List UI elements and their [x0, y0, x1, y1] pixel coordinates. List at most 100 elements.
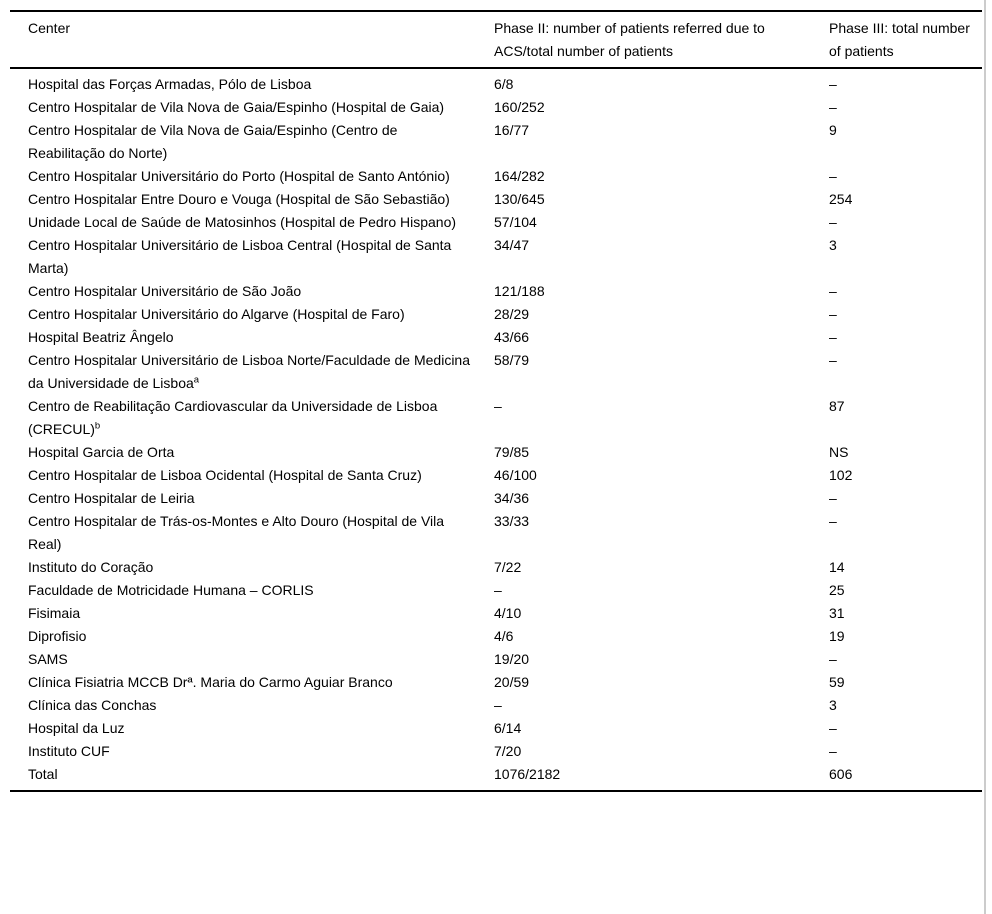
table-row: Centro Hospitalar de Lisboa Ocidental (H… [10, 464, 982, 487]
phase3-cell: 25 [829, 582, 845, 598]
table-row: Centro Hospitalar Universitário do Porto… [10, 165, 982, 188]
table-row: Fisimaia 4/10 31 [10, 602, 982, 625]
phase2-cell: 160/252 [494, 99, 545, 115]
header-row: Center Phase II: number of patients refe… [10, 11, 982, 68]
table-row: Total 1076/2182 606 [10, 763, 982, 791]
phase3-cell: – [829, 99, 837, 115]
table-row: Centro Hospitalar Universitário de Lisbo… [10, 234, 982, 280]
center-cell: Centro Hospitalar Universitário do Porto… [28, 168, 450, 184]
phase3-cell: 59 [829, 674, 845, 690]
center-cell: Centro Hospitalar Universitário de Lisbo… [28, 352, 471, 391]
table-row: Hospital Beatriz Ângelo 43/66 – [10, 326, 982, 349]
phase2-cell: 79/85 [494, 444, 530, 460]
phase3-cell: – [829, 513, 837, 529]
phase3-cell: – [829, 168, 837, 184]
table-row: Instituto CUF 7/20 – [10, 740, 982, 763]
table-row: Clínica das Conchas – 3 [10, 694, 982, 717]
footnote-marker: b [94, 420, 101, 432]
column-header-phase2: Phase II: number of patients referred du… [494, 20, 765, 59]
phase3-cell: 3 [829, 697, 837, 713]
phase2-cell: 164/282 [494, 168, 545, 184]
phase2-cell: 1076/2182 [494, 766, 561, 782]
phase2-cell: 7/22 [494, 559, 522, 575]
phase3-cell: NS [829, 444, 849, 460]
phase2-cell: 16/77 [494, 122, 530, 138]
table-row: Centro Hospitalar de Vila Nova de Gaia/E… [10, 119, 982, 165]
table-row: Clínica Fisiatria MCCB Drª. Maria do Car… [10, 671, 982, 694]
center-cell: Centro Hospitalar de Vila Nova de Gaia/E… [28, 122, 398, 161]
phase2-cell: – [494, 398, 502, 414]
phase3-cell: – [829, 743, 837, 759]
table-row: Centro Hospitalar Universitário de São J… [10, 280, 982, 303]
phase2-cell: 121/188 [494, 283, 545, 299]
phase3-cell: 14 [829, 559, 845, 575]
table-row: Hospital Garcia de Orta 79/85 NS [10, 441, 982, 464]
phase3-cell: – [829, 352, 837, 368]
phase2-cell: 19/20 [494, 651, 530, 667]
table-row: Centro Hospitalar de Vila Nova de Gaia/E… [10, 96, 982, 119]
center-cell: Hospital Garcia de Orta [28, 444, 175, 460]
phase3-cell: 3 [829, 237, 837, 253]
phase3-cell: – [829, 214, 837, 230]
center-cell: Centro Hospitalar de Trás-os-Montes e Al… [28, 513, 445, 552]
table-row: Centro Hospitalar Universitário de Lisbo… [10, 349, 982, 395]
center-cell: Instituto do Coração [28, 559, 154, 575]
phase3-cell: 31 [829, 605, 845, 621]
phase2-cell: 33/33 [494, 513, 530, 529]
center-cell: Fisimaia [28, 605, 81, 621]
center-cell: Instituto CUF [28, 743, 110, 759]
phase2-cell: 4/6 [494, 628, 514, 644]
phase2-cell: 58/79 [494, 352, 530, 368]
phase2-cell: 6/14 [494, 720, 522, 736]
table-row: Centro Hospitalar Entre Douro e Vouga (H… [10, 188, 982, 211]
phase2-cell: 4/10 [494, 605, 522, 621]
center-cell: Centro de Reabilitação Cardiovascular da… [28, 398, 438, 437]
center-cell: Total [28, 766, 58, 782]
table-header: Center Phase II: number of patients refe… [10, 11, 982, 68]
center-cell: Hospital da Luz [28, 720, 125, 736]
phase3-cell: – [829, 490, 837, 506]
phase3-cell: – [829, 76, 837, 92]
center-cell: Clínica Fisiatria MCCB Drª. Maria do Car… [28, 674, 393, 690]
table-row: Unidade Local de Saúde de Matosinhos (Ho… [10, 211, 982, 234]
center-cell: Unidade Local de Saúde de Matosinhos (Ho… [28, 214, 457, 230]
paper-table-region: Center Phase II: number of patients refe… [10, 10, 982, 792]
phase3-cell: 606 [829, 766, 853, 782]
table-row: Centro Hospitalar Universitário do Algar… [10, 303, 982, 326]
center-cell: Centro Hospitalar de Vila Nova de Gaia/E… [28, 99, 445, 115]
phase3-cell: – [829, 329, 837, 345]
phase3-cell: 87 [829, 398, 845, 414]
table-row: SAMS 19/20 – [10, 648, 982, 671]
column-header-phase3: Phase III: total number of patients [829, 20, 970, 59]
page-edge-line [984, 0, 986, 914]
center-cell: Faculdade de Motricidade Humana – CORLIS [28, 582, 314, 598]
phase2-cell: 46/100 [494, 467, 537, 483]
table-row: Instituto do Coração 7/22 14 [10, 556, 982, 579]
table-row: Diprofisio 4/6 19 [10, 625, 982, 648]
table-row: Hospital da Luz 6/14 – [10, 717, 982, 740]
phase2-cell: 6/8 [494, 76, 514, 92]
centers-table: Center Phase II: number of patients refe… [10, 10, 982, 792]
center-cell: Centro Hospitalar Entre Douro e Vouga (H… [28, 191, 450, 207]
center-cell: Diprofisio [28, 628, 87, 644]
phase2-cell: 34/36 [494, 490, 530, 506]
phase2-cell: 130/645 [494, 191, 545, 207]
phase2-cell: 34/47 [494, 237, 530, 253]
phase3-cell: 102 [829, 467, 853, 483]
phase2-cell: 57/104 [494, 214, 537, 230]
table-row: Centro de Reabilitação Cardiovascular da… [10, 395, 982, 441]
phase3-cell: 9 [829, 122, 837, 138]
phase3-cell: 19 [829, 628, 845, 644]
center-cell: Hospital das Forças Armadas, Pólo de Lis… [28, 76, 312, 92]
table-body: Hospital das Forças Armadas, Pólo de Lis… [10, 68, 982, 791]
phase2-cell: 7/20 [494, 743, 522, 759]
center-cell: SAMS [28, 651, 68, 667]
table-row: Centro Hospitalar de Trás-os-Montes e Al… [10, 510, 982, 556]
phase3-cell: – [829, 651, 837, 667]
center-cell: Centro Hospitalar Universitário de Lisbo… [28, 237, 452, 276]
phase2-cell: – [494, 697, 502, 713]
center-cell: Centro Hospitalar Universitário do Algar… [28, 306, 405, 322]
column-header-center: Center [28, 20, 71, 36]
footnote-marker: a [193, 374, 200, 386]
phase3-cell: – [829, 306, 837, 322]
